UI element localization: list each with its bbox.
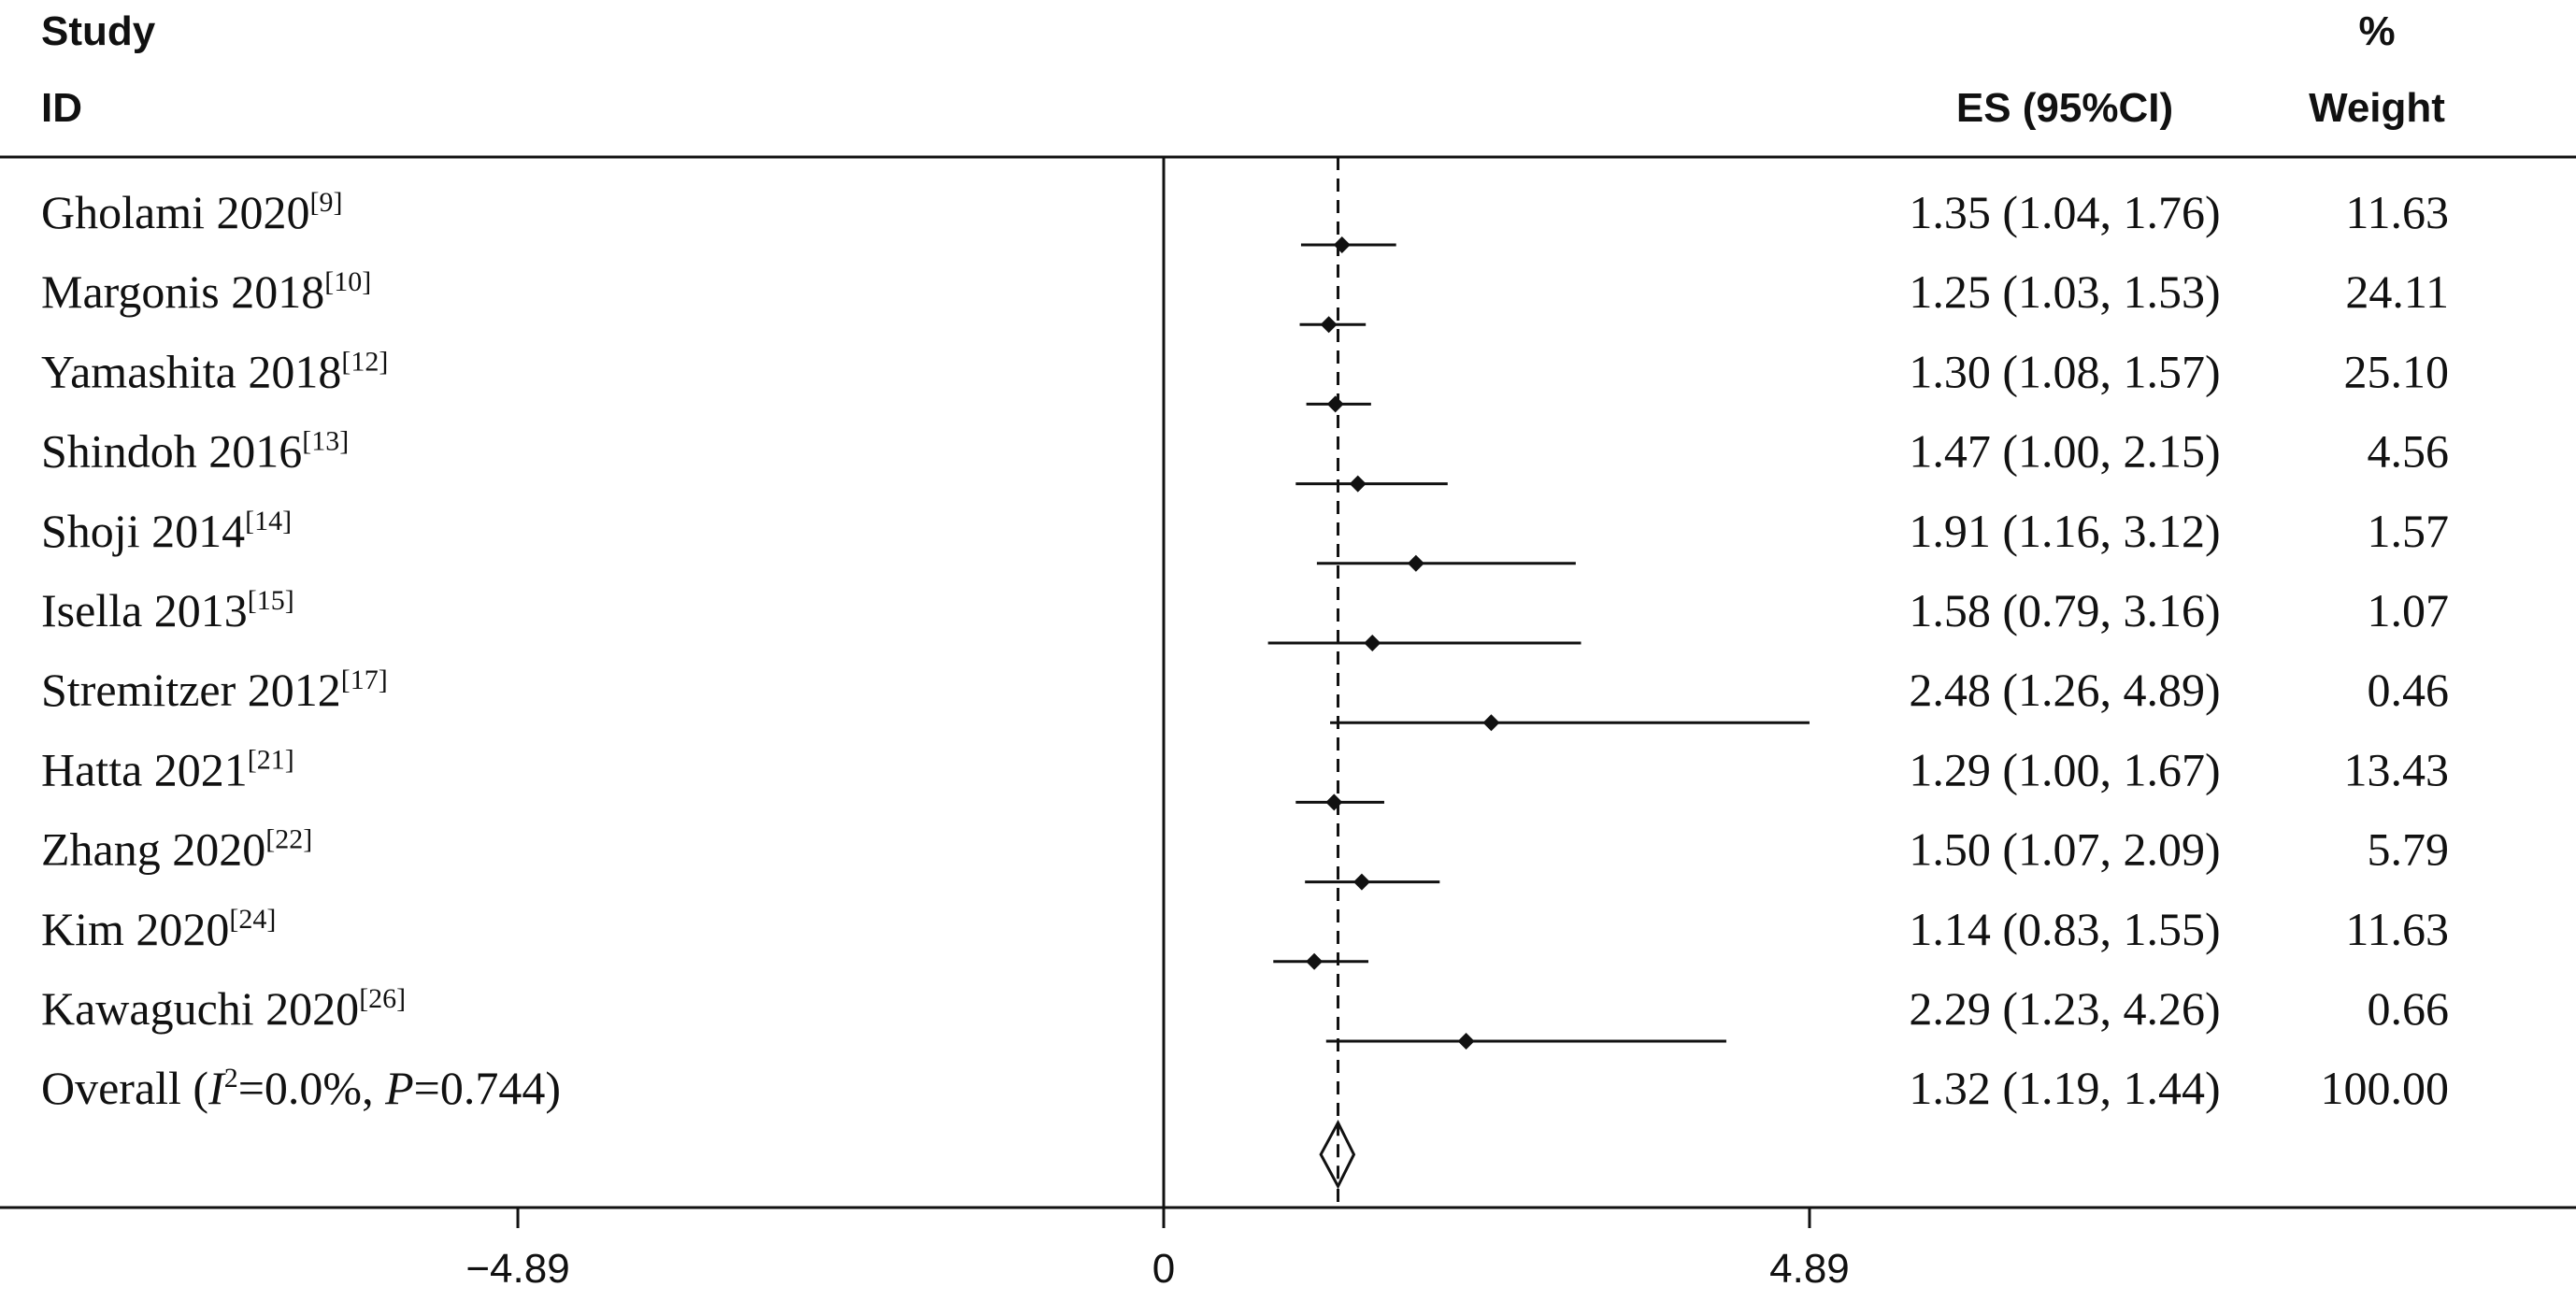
weight-value: 0.66: [2368, 982, 2450, 1035]
study-row: Zhang 2020[22] 1.50 (1.07, 2.09) 5.79: [41, 823, 2449, 891]
study-name-text: Isella 2013: [41, 584, 248, 636]
study-row: Shindoh 2016[13] 1.47 (1.00, 2.15) 4.56: [41, 425, 2449, 493]
study-reference: [9]: [309, 187, 342, 218]
point-estimate: [1333, 236, 1351, 253]
overall-label-part: Overall (: [41, 1062, 208, 1114]
study-name: Margonis 2018[10]: [41, 265, 371, 318]
effect-size-value: 1.29 (1.00, 1.67): [1909, 743, 2220, 795]
effect-size-value: 1.14 (0.83, 1.55): [1909, 903, 2220, 955]
study-name: Isella 2013[15]: [41, 584, 294, 636]
study-row: Kim 2020[24] 1.14 (0.83, 1.55) 11.63: [41, 903, 2449, 970]
point-estimate: [1325, 793, 1343, 811]
study-name: Stremitzer 2012[17]: [41, 664, 388, 716]
study-row: Gholami 2020[9] 1.35 (1.04, 1.76) 11.63: [41, 186, 2449, 253]
study-name-text: Kawaguchi 2020: [41, 982, 359, 1035]
header-id: ID: [41, 85, 82, 131]
study-row: Hatta 2021[21] 1.29 (1.00, 1.67) 13.43: [41, 743, 2450, 811]
study-reference: [12]: [341, 346, 388, 377]
overall-label-part: 2: [224, 1063, 238, 1094]
effect-size-value: 1.50 (1.07, 2.09): [1909, 823, 2220, 876]
point-estimate: [1306, 952, 1324, 970]
effect-size-value: 1.58 (0.79, 3.16): [1909, 584, 2220, 636]
weight-value: 0.46: [2368, 664, 2450, 716]
weight-value: 1.57: [2368, 505, 2450, 557]
study-name-text: Stremitzer 2012: [41, 664, 341, 716]
header-weight: Weight: [2309, 85, 2445, 131]
effect-size-value: 2.48 (1.26, 4.89): [1909, 664, 2220, 716]
overall-row: Overall (I2=0.0%, P=0.744) 1.32 (1.19, 1.…: [41, 1062, 2450, 1190]
point-estimate: [1326, 395, 1344, 413]
overall-label: Overall (I2=0.0%, P=0.744): [41, 1062, 561, 1114]
weight-value: 1.07: [2368, 584, 2450, 636]
study-name-text: Zhang 2020: [41, 823, 265, 876]
header-study: Study: [41, 8, 156, 54]
overall-label-part: =0.744): [414, 1062, 561, 1114]
study-reference: [22]: [265, 824, 312, 855]
x-tick-label: 4.89: [1769, 1246, 1850, 1292]
weight-value: 5.79: [2368, 823, 2450, 876]
study-name-text: Shoji 2014: [41, 505, 245, 557]
overall-effect-size: 1.32 (1.19, 1.44): [1909, 1062, 2220, 1114]
overall-label-part: P: [384, 1062, 414, 1114]
study-name-text: Kim 2020: [41, 903, 229, 955]
study-name-text: Yamashita 2018: [41, 345, 341, 397]
study-name: Yamashita 2018[12]: [41, 345, 388, 397]
header-weight-pct: %: [2358, 8, 2395, 54]
study-name-text: Gholami 2020: [41, 186, 309, 238]
study-row: Isella 2013[15] 1.58 (0.79, 3.16) 1.07: [41, 584, 2449, 651]
point-estimate: [1457, 1033, 1475, 1050]
study-reference: [10]: [324, 266, 371, 297]
study-name-text: Hatta 2021: [41, 743, 248, 795]
study-reference: [17]: [341, 665, 388, 695]
x-tick-label: −4.89: [465, 1246, 569, 1292]
point-estimate: [1364, 635, 1381, 651]
weight-value: 13.43: [2344, 743, 2450, 795]
weight-value: 24.11: [2345, 265, 2449, 318]
overall-label-part: =0.0%,: [238, 1062, 385, 1114]
effect-size-value: 2.29 (1.23, 4.26): [1909, 982, 2220, 1035]
point-estimate: [1482, 714, 1500, 732]
study-reference: [15]: [248, 585, 294, 616]
study-row: Shoji 2014[14] 1.91 (1.16, 3.12) 1.57: [41, 505, 2449, 572]
effect-size-value: 1.35 (1.04, 1.76): [1909, 186, 2220, 238]
study-row: Yamashita 2018[12] 1.30 (1.08, 1.57) 25.10: [41, 345, 2450, 413]
study-row: Kawaguchi 2020[26] 2.29 (1.23, 4.26) 0.66: [41, 982, 2449, 1050]
study-name-text: Margonis 2018: [41, 265, 324, 318]
study-name: Shindoh 2016[13]: [41, 425, 349, 478]
study-name: Gholami 2020[9]: [41, 186, 342, 238]
study-reference: [14]: [245, 506, 292, 536]
point-estimate: [1407, 554, 1424, 572]
study-row: Margonis 2018[10] 1.25 (1.03, 1.53) 24.11: [41, 265, 2449, 334]
plot-area: −4.89 0 4.89: [465, 157, 1850, 1292]
header-es: ES (95%CI): [1956, 85, 2173, 131]
effect-size-value: 1.47 (1.00, 2.15): [1909, 425, 2220, 478]
effect-size-value: 1.91 (1.16, 3.12): [1909, 505, 2220, 557]
study-name-text: Shindoh 2016: [41, 425, 302, 478]
effect-size-value: 1.30 (1.08, 1.57): [1909, 345, 2220, 397]
study-name: Hatta 2021[21]: [41, 743, 294, 795]
point-estimate: [1352, 873, 1370, 891]
point-estimate: [1349, 475, 1367, 493]
weight-value: 4.56: [2368, 425, 2450, 478]
study-reference: [13]: [302, 426, 349, 457]
weight-value: 11.63: [2345, 186, 2449, 238]
study-rows: Gholami 2020[9] 1.35 (1.04, 1.76) 11.63 Mar…: [41, 186, 2450, 1190]
study-reference: [26]: [359, 983, 406, 1014]
study-row: Stremitzer 2012[17] 2.48 (1.26, 4.89) 0.46: [41, 664, 2450, 732]
weight-value: 25.10: [2344, 345, 2450, 397]
x-tick-label: 0: [1152, 1246, 1175, 1292]
overall-label-part: I: [208, 1062, 226, 1114]
weight-value: 11.63: [2345, 903, 2449, 955]
study-name: Kawaguchi 2020[26]: [41, 982, 406, 1035]
study-reference: [21]: [248, 744, 294, 775]
study-name: Kim 2020[24]: [41, 903, 276, 955]
study-reference: [24]: [229, 904, 276, 935]
study-name: Shoji 2014[14]: [41, 505, 292, 557]
study-name: Zhang 2020[22]: [41, 823, 312, 876]
overall-weight: 100.00: [2321, 1062, 2450, 1114]
effect-size-value: 1.25 (1.03, 1.53): [1909, 265, 2220, 318]
point-estimate: [1320, 316, 1338, 334]
